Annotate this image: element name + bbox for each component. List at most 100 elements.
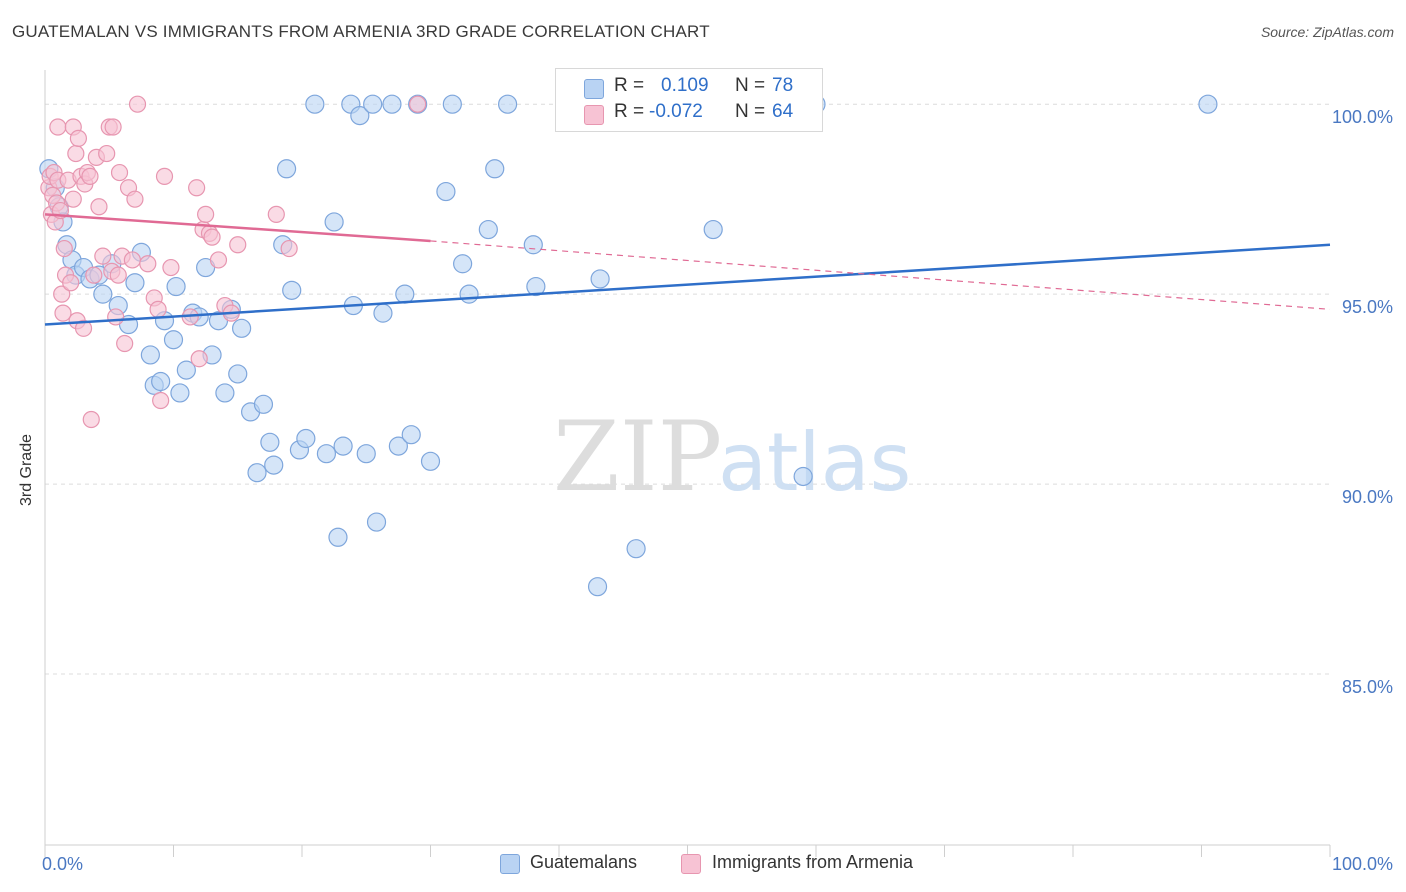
data-point-blue (333, 436, 353, 456)
data-point-blue (232, 318, 252, 338)
data-point-blue (395, 284, 415, 304)
data-point-pink (123, 251, 141, 269)
data-point-pink (94, 247, 112, 265)
data-point-blue (276, 159, 297, 179)
stats-box: R = 0.109 N = 78 R = -0.072 N = 64 (555, 68, 823, 132)
data-point-pink (190, 350, 208, 368)
data-point-blue (305, 94, 325, 114)
source-label: Source: ZipAtlas.com (1260, 24, 1394, 40)
legend: Guatemalans Immigrants from Armenia (0, 852, 1406, 878)
data-point-blue (388, 436, 408, 456)
data-point-pink (197, 205, 215, 223)
data-point-blue (453, 254, 473, 274)
x-tick-label: 100.0% (1332, 854, 1393, 874)
legend-label: Immigrants from Armenia (712, 852, 914, 872)
trend-line-guatemalans (44, 243, 1331, 326)
data-point-blue (264, 455, 284, 475)
data-point-blue (228, 364, 248, 384)
y-tick-label: 85.0% (1342, 677, 1393, 697)
data-point-pink (203, 228, 221, 246)
data-point-blue (442, 94, 462, 114)
data-point-blue (316, 444, 337, 464)
data-point-blue (166, 276, 186, 297)
data-point-pink (49, 118, 67, 136)
data-point-blue (366, 512, 387, 532)
trend-line-armenia (44, 213, 431, 243)
data-point-blue (247, 463, 267, 483)
data-point-blue (793, 466, 813, 487)
data-point-blue (420, 451, 441, 471)
data-point-pink (128, 95, 147, 113)
data-point-pink (188, 179, 206, 197)
data-point-pink (229, 236, 247, 254)
data-point-pink (81, 167, 99, 185)
data-point-pink (280, 239, 298, 258)
data-point-pink (69, 129, 88, 147)
data-point-blue (485, 159, 505, 179)
data-point-blue (587, 577, 608, 597)
data-point-pink (90, 198, 108, 216)
stats-n-value: 64 (772, 101, 794, 122)
data-point-pink (82, 410, 100, 429)
data-point-pink (409, 95, 427, 113)
data-point-blue (215, 383, 235, 403)
data-point-pink (53, 285, 71, 303)
trend-line-armenia-extension (430, 240, 1331, 310)
data-point-blue (1198, 94, 1218, 114)
y-tick-label: 90.0% (1342, 487, 1393, 507)
data-point-pink (116, 334, 134, 353)
data-point-blue (253, 394, 274, 414)
data-point-blue (626, 539, 646, 559)
data-point-blue (176, 360, 196, 380)
data-point-blue (382, 94, 402, 114)
data-point-blue (93, 284, 113, 304)
legend-label: Guatemalans (530, 852, 638, 872)
stats-r-label: R = (614, 75, 645, 96)
data-point-pink (107, 308, 125, 326)
data-point-blue (328, 527, 348, 547)
stats-swatch-pink (584, 105, 604, 125)
data-point-pink (152, 391, 170, 410)
data-point-blue (703, 219, 723, 240)
stats-swatch-blue (584, 79, 604, 99)
data-point-blue (151, 371, 171, 392)
data-point-blue (140, 345, 160, 365)
data-point-blue (163, 330, 184, 350)
x-tick-label: 0.0% (42, 854, 83, 874)
stats-r-value: -0.072 (649, 101, 703, 122)
data-point-blue (401, 425, 421, 445)
stats-n-value: 78 (772, 75, 794, 96)
stats-row-guatemalans: R = 0.109 N = 78 (556, 75, 822, 101)
data-point-blue (459, 284, 479, 304)
chart-title: GUATEMALAN VS IMMIGRANTS FROM ARMENIA 3R… (12, 22, 710, 41)
data-point-pink (98, 144, 116, 163)
stats-r-value: 0.109 (661, 75, 709, 96)
data-point-pink (162, 258, 180, 277)
data-point-pink (67, 144, 85, 163)
data-point-blue (590, 269, 610, 289)
data-point-blue (436, 181, 456, 202)
data-point-pink (155, 167, 174, 185)
data-point-pink (62, 274, 80, 292)
stats-n-label: N = (735, 101, 766, 122)
data-point-pink (74, 319, 93, 337)
data-point-pink (149, 300, 167, 318)
data-point-blue (260, 432, 280, 452)
data-point-pink (126, 190, 144, 208)
data-point-blue (282, 280, 302, 300)
data-point-pink (104, 118, 122, 136)
data-point-pink (139, 255, 157, 273)
legend-swatch-blue (500, 854, 520, 874)
data-point-blue (296, 428, 316, 449)
stats-row-armenia: R = -0.072 N = 64 (556, 101, 822, 127)
watermark-zip: ZIP (553, 401, 722, 513)
data-point-blue (478, 219, 498, 240)
data-point-pink (209, 251, 228, 269)
data-point-pink (109, 266, 127, 284)
data-point-blue (170, 383, 190, 403)
y-tick-label: 100.0% (1332, 107, 1393, 127)
data-point-pink (55, 239, 73, 258)
watermark-atlas: atlas (718, 416, 911, 509)
stats-r-label: R = (614, 101, 645, 122)
